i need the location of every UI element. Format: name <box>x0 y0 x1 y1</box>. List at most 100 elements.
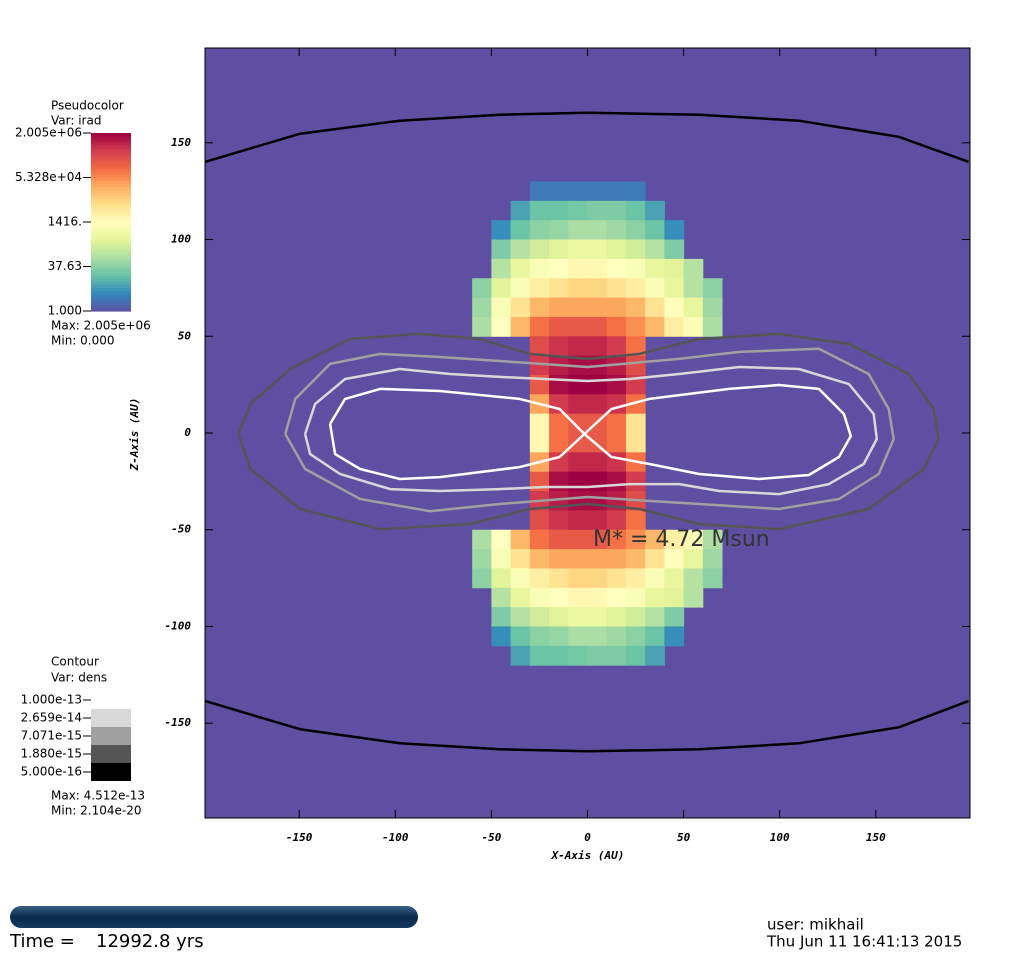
heatmap-cell <box>587 491 608 511</box>
heatmap-cell <box>625 336 646 357</box>
colorbar-segment <box>91 186 131 190</box>
heatmap-cell <box>568 220 588 241</box>
heatmap-cell <box>510 200 531 221</box>
heatmap-cell <box>568 374 588 395</box>
x-tick-label: 50 <box>677 831 691 844</box>
heatmap-cell <box>702 568 723 589</box>
heatmap-cell <box>625 549 646 569</box>
contour-line <box>237 332 940 531</box>
heatmap-cell <box>645 568 665 589</box>
colorbar-segment <box>91 251 131 256</box>
heatmap-cell <box>549 607 569 627</box>
colorbar-segment <box>91 296 131 300</box>
heatmap-cell <box>606 220 627 241</box>
colorbar-segment <box>91 138 131 143</box>
heatmap-cell <box>529 278 550 299</box>
heatmap-cell <box>664 297 685 318</box>
heatmap-cell <box>587 239 608 260</box>
heatmap-cell <box>702 529 723 550</box>
heatmap-cell <box>510 568 531 589</box>
colorbar-segment <box>91 165 131 170</box>
heatmap-cell <box>587 471 608 492</box>
heatmap-cell <box>549 645 569 666</box>
colorbar-segment <box>91 183 131 187</box>
heatmap-cell <box>587 316 608 337</box>
colorbar-segment <box>91 248 131 253</box>
colorbar-segment <box>91 293 131 297</box>
heatmap-cell <box>645 316 665 337</box>
colorbar-segment <box>91 204 131 208</box>
heatmap-cell <box>683 549 704 569</box>
heatmap-cell <box>510 587 531 608</box>
heatmap-cell <box>625 529 646 550</box>
heatmap-cell <box>510 626 531 647</box>
heatmap-cell <box>510 607 531 627</box>
heatmap-cell <box>529 568 550 589</box>
y-tick-label: 100 <box>171 233 191 246</box>
heatmap-cell <box>529 220 550 241</box>
heatmap-cell <box>568 645 588 666</box>
heatmap-cell <box>625 394 646 415</box>
heatmap-cell <box>549 433 569 453</box>
heatmap-cell <box>625 568 646 589</box>
colorbar-segment <box>91 257 131 262</box>
heatmap-cell <box>606 471 627 492</box>
colorbar-tick-label: 1.000 <box>48 304 82 318</box>
heatmap-cell <box>664 568 685 589</box>
heatmap-cell <box>587 529 608 550</box>
contour-legend-swatch <box>91 763 131 781</box>
heatmap-cell <box>491 258 512 279</box>
heatmap-cell <box>625 471 646 492</box>
heatmap-cell <box>568 568 588 589</box>
heatmap-cell <box>625 413 646 434</box>
heatmap-cell <box>683 316 704 337</box>
contour-line <box>328 383 853 481</box>
colorbar-segment <box>91 195 131 199</box>
heatmap-cell <box>645 626 665 647</box>
heatmap-cell <box>587 452 608 473</box>
heatmap-cell <box>568 529 588 550</box>
heatmap-cell <box>549 316 569 337</box>
heatmap-cell <box>587 394 608 415</box>
colorbar-segment <box>91 233 131 238</box>
colorbar-segment <box>91 222 131 226</box>
heatmap-cell <box>606 587 627 608</box>
colorbar-segment <box>91 210 131 214</box>
heatmap-cell <box>529 587 550 608</box>
heatmap-cell <box>702 549 723 569</box>
heatmap-cell <box>606 239 627 260</box>
heatmap-cell <box>549 374 569 395</box>
heatmap-cell <box>472 297 492 318</box>
colorbar-segment <box>91 266 131 271</box>
time-value: 12992.8 yrs <box>96 931 204 952</box>
heatmap-cell <box>606 607 627 627</box>
heatmap-cell <box>491 549 512 569</box>
heatmap-cell <box>549 452 569 473</box>
colorbar-segment <box>91 219 131 223</box>
colorbar-segment <box>91 260 131 265</box>
heatmap-cell <box>549 278 569 299</box>
colorbar-segment <box>91 168 131 173</box>
heatmap-cell <box>606 374 627 395</box>
colorbar-segment <box>91 156 131 161</box>
heatmap-cell <box>625 510 646 531</box>
contour-legend-label: 1.880e-15 <box>21 747 82 761</box>
colorbar-segment <box>91 135 131 140</box>
heatmap-cell <box>683 587 704 608</box>
heatmap-cell <box>645 239 665 260</box>
heatmap-cell <box>606 200 627 221</box>
colorbar-segment <box>91 275 131 279</box>
colorbar-segment <box>91 201 131 205</box>
colorbar-segment <box>91 207 131 211</box>
colorbar-segment <box>91 278 131 282</box>
heatmap-cell <box>587 220 608 241</box>
heatmap-cell <box>683 278 704 299</box>
time-progress-bar <box>10 906 418 928</box>
heatmap-cell <box>702 316 723 337</box>
colorbar-segment <box>91 302 131 306</box>
contour-legend-swatch <box>91 709 131 727</box>
heatmap-cell <box>549 568 569 589</box>
heatmap-cell <box>625 587 646 608</box>
contour-line <box>205 699 969 753</box>
heatmap-cell <box>625 258 646 279</box>
